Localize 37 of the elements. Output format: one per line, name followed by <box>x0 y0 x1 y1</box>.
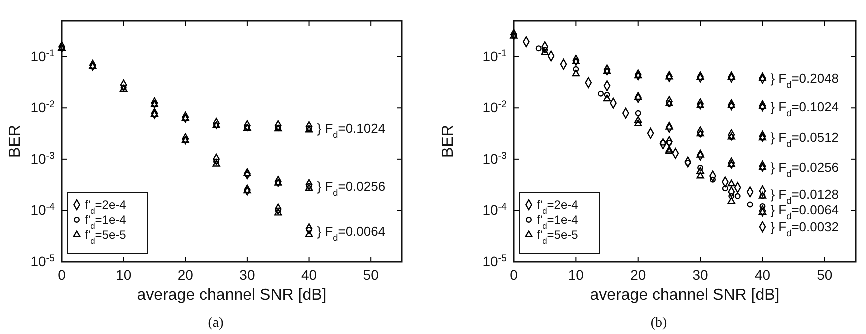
x-tick-label: 40 <box>301 266 318 283</box>
annotation: } F$_{d}$=0.0512 <box>770 130 840 149</box>
y-tick-label: 10$^{-1}$ <box>30 48 55 64</box>
x-tick-label: 20 <box>178 266 194 283</box>
x-tick-label: 40 <box>754 266 771 283</box>
y-tick-label: 10$^{-2}$ <box>482 99 507 116</box>
y-axis-title: BER <box>7 125 24 158</box>
x-tick-label: 20 <box>630 266 646 283</box>
x-axis-title: average channel SNR [dB] <box>137 287 327 304</box>
x-tick-label: 30 <box>692 266 709 283</box>
y-tick-label: 10$^{-5}$ <box>482 252 508 270</box>
annotation: } F$_{d}$=0.0032 <box>770 220 840 239</box>
annotation: } F$_{d}$=0.0256 <box>317 179 386 198</box>
y-tick-label: 10$^{-2}$ <box>30 99 55 116</box>
x-tick-label: 10 <box>568 266 584 283</box>
x-tick-label: 10 <box>116 266 132 283</box>
y-tick-label: 10$^{-3}$ <box>482 150 508 167</box>
y-tick-label: 10$^{-3}$ <box>30 150 56 167</box>
x-tick-label: 50 <box>363 266 380 283</box>
x-axis-title: average channel SNR [dB] <box>590 287 780 304</box>
y-tick-label: 10$^{-5}$ <box>30 252 56 270</box>
annotation: } F$_{d}$=0.0256 <box>770 160 840 179</box>
y-tick-label: 10$^{-4}$ <box>482 202 508 218</box>
annotation: } F$_{d}$=0.1024 <box>770 99 840 118</box>
text: (a) <box>208 316 224 331</box>
x-tick-label: 0 <box>510 266 518 283</box>
y-tick-label: 10$^{-4}$ <box>30 202 56 218</box>
annotation: } F$_{d}$=0.1024 <box>317 121 386 140</box>
x-tick-label: 0 <box>58 266 66 283</box>
text: (b) <box>650 316 668 331</box>
x-tick-label: 30 <box>240 266 256 283</box>
annotation: } F$_{d}$=0.0064 <box>317 224 386 243</box>
x-tick-label: 50 <box>817 266 833 283</box>
annotation: } F$_{d}$=0.0128 <box>770 187 840 206</box>
y-tick-label: 10$^{-1}$ <box>482 48 507 64</box>
annotation: } F$_{d}$=0.2048 <box>770 71 840 90</box>
y-axis-title: BER <box>440 125 457 158</box>
